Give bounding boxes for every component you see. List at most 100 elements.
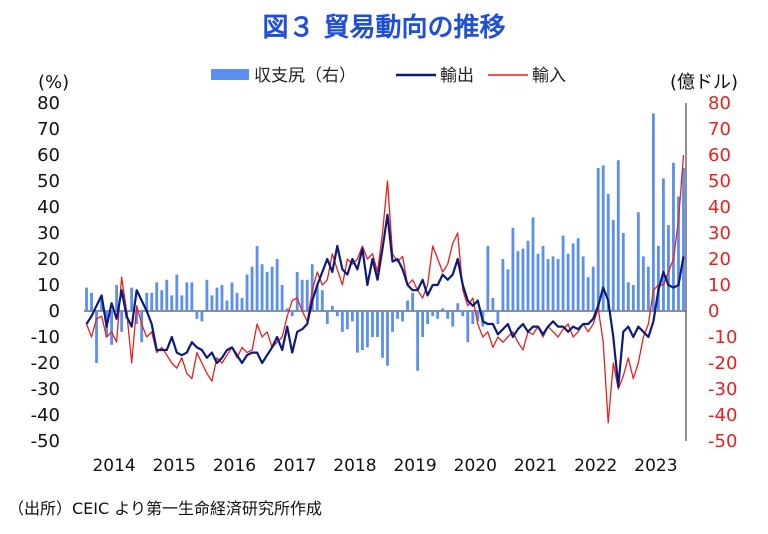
bar-balance <box>175 274 179 311</box>
x-tick-label: 2014 <box>92 456 135 476</box>
x-tick-label: 2021 <box>514 456 557 476</box>
bar-balance <box>677 196 680 311</box>
legend-label-imports: 輸入 <box>532 66 566 86</box>
bar-balance <box>366 311 369 348</box>
bar-balance <box>496 311 500 324</box>
legend-label-exports: 輸出 <box>440 66 474 86</box>
bar-balance <box>100 298 103 311</box>
bar-balance <box>591 266 595 311</box>
bar-balance <box>391 311 394 332</box>
bar-balance <box>295 272 299 311</box>
lines <box>85 154 685 424</box>
bar-balance <box>250 266 254 311</box>
bar-balance <box>255 246 259 311</box>
x-tick-label: 2023 <box>634 456 677 476</box>
bar-balance <box>546 259 550 311</box>
bar-balance <box>406 300 409 311</box>
bar-balance <box>466 311 470 343</box>
y-tick-right: 50 <box>708 171 731 192</box>
right-axis-unit: (億ドル) <box>670 72 738 93</box>
chart-title: 図３ 貿易動向の推移 <box>262 12 505 43</box>
bar-balance <box>235 292 239 311</box>
y-tick-left: 0 <box>49 301 60 322</box>
y-tick-right: -40 <box>708 405 737 426</box>
y-tick-right: 30 <box>708 223 731 244</box>
y-tick-left: 40 <box>37 197 60 218</box>
bar-balance <box>361 311 364 350</box>
bar-balance <box>290 311 294 317</box>
y-tick-right: 10 <box>708 275 731 296</box>
bar-balance <box>200 311 204 322</box>
bar-balance <box>416 311 420 371</box>
bar-balance <box>95 311 98 363</box>
bar-balance <box>195 311 199 319</box>
y-tick-right: -50 <box>708 431 737 452</box>
bar-balance <box>396 311 399 319</box>
bar-balance <box>245 274 249 311</box>
bar-balance <box>90 292 93 311</box>
x-tick-label: 2020 <box>454 456 497 476</box>
bar-balance <box>335 311 339 317</box>
y-tick-left: 10 <box>37 275 60 296</box>
bar-balance <box>185 282 189 311</box>
bar-balance <box>626 282 630 311</box>
y-tick-left: 30 <box>37 223 60 244</box>
bar-balance <box>135 311 139 324</box>
bar-balance <box>662 178 665 311</box>
bar-balance <box>672 162 675 311</box>
bar-balance <box>581 256 585 311</box>
bar-balance <box>225 300 229 311</box>
bar-balance <box>471 311 475 324</box>
bar-balance <box>155 282 159 311</box>
bar-balance <box>636 212 640 311</box>
bar-balance <box>596 168 600 311</box>
y-tick-right: 40 <box>708 197 731 218</box>
bar-balance <box>150 292 154 311</box>
bar-balance <box>371 311 374 337</box>
y-tick-left: -20 <box>31 353 60 374</box>
bar-balance <box>411 292 414 311</box>
bar-balance <box>345 311 349 330</box>
bar-balance <box>265 272 269 311</box>
line-imports <box>85 154 685 424</box>
bar-balance <box>180 295 184 311</box>
bar-balance <box>441 308 445 311</box>
bar-balance <box>426 311 430 324</box>
bar-balance <box>657 246 660 311</box>
bars-balance <box>85 113 685 371</box>
bar-balance <box>145 292 149 311</box>
y-tick-right: 20 <box>708 249 731 270</box>
bar-balance <box>476 311 480 322</box>
x-tick-label: 2016 <box>213 456 256 476</box>
y-tick-right: -30 <box>708 379 737 400</box>
bar-balance <box>606 194 610 311</box>
bar-balance <box>215 287 219 311</box>
bar-balance <box>421 311 425 337</box>
bar-balance <box>566 253 570 311</box>
bar-balance <box>571 243 575 311</box>
bar-balance <box>561 235 565 311</box>
y-tick-left: -40 <box>31 405 60 426</box>
bar-balance <box>280 285 284 311</box>
bar-balance <box>240 298 244 311</box>
bar-balance <box>586 277 590 311</box>
x-tick-label: 2017 <box>273 456 316 476</box>
bar-balance <box>120 311 124 332</box>
bar-balance <box>641 256 645 311</box>
bar-balance <box>551 256 555 311</box>
bar-balance <box>576 238 580 311</box>
y-tick-left: -30 <box>31 379 60 400</box>
y-tick-left: -10 <box>31 327 60 348</box>
bar-balance <box>461 311 465 317</box>
left-axis-unit: (%) <box>38 72 69 93</box>
bar-balance <box>140 311 144 343</box>
y-tick-right: -20 <box>708 353 737 374</box>
bar-balance <box>305 279 309 311</box>
bar-balance <box>601 165 605 311</box>
bar-balance <box>110 311 113 345</box>
y-tick-left: 20 <box>37 249 60 270</box>
line-exports <box>85 213 685 388</box>
bar-balance <box>556 259 560 311</box>
bar-balance <box>616 160 620 311</box>
